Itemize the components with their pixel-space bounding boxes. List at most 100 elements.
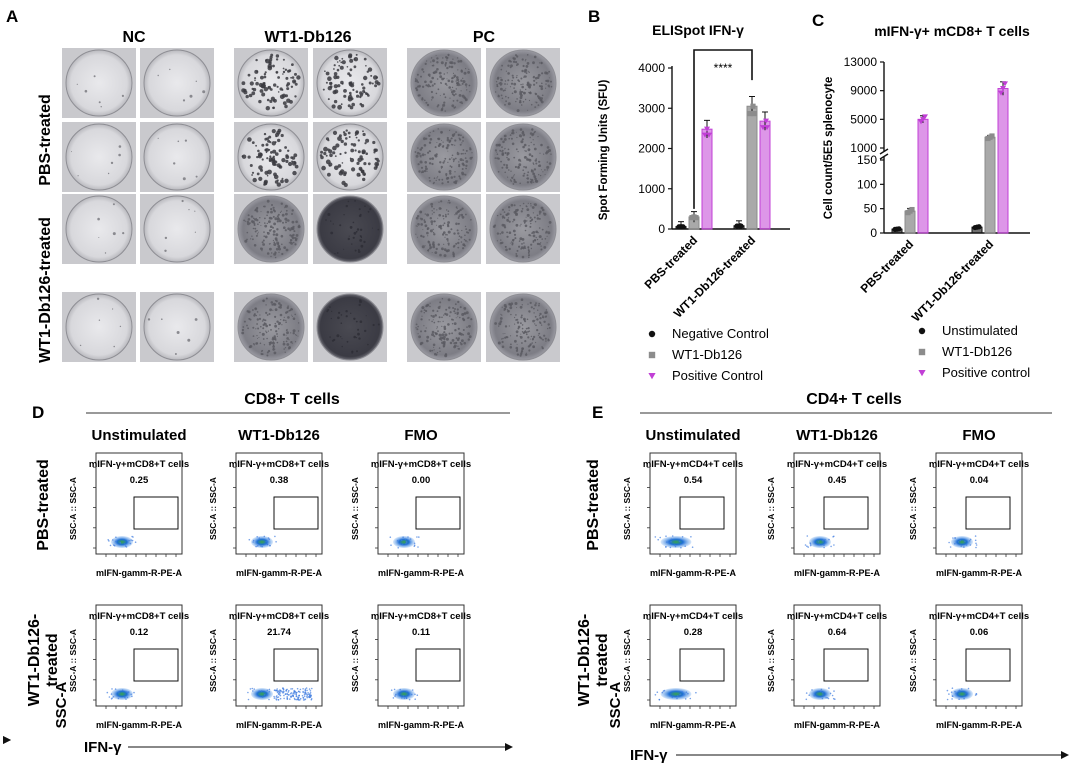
elispot-spot [202, 90, 206, 94]
elispot-spot [518, 134, 522, 138]
elispot-spot [456, 152, 460, 156]
elispot-spot [432, 64, 435, 67]
elispot-spot [110, 161, 114, 165]
elispot-spot [499, 149, 502, 152]
elispot-spot [541, 82, 543, 85]
gate-rectangle [965, 496, 1011, 530]
elispot-spot [420, 234, 423, 238]
elispot-spot [459, 214, 461, 216]
event-dot [132, 536, 134, 538]
elispot-spot [437, 137, 441, 141]
event-dot [277, 693, 280, 695]
elispot-spot [278, 149, 282, 153]
elispot-spot [243, 90, 248, 95]
elispot-spot [506, 231, 508, 234]
elispot-spot [241, 328, 244, 332]
elispot-spot [320, 155, 324, 160]
elispot-spot [333, 68, 335, 70]
elispot-spot [417, 223, 420, 226]
elispot-spot [429, 217, 432, 220]
elispot-spot [425, 327, 427, 329]
elispot-spot [249, 222, 251, 224]
elispot-spot [522, 64, 525, 68]
elispot-spot [451, 318, 453, 321]
elispot-spot [511, 176, 514, 179]
elispot-spot [510, 82, 514, 85]
event-dot [969, 544, 972, 546]
elispot-spot [278, 328, 280, 330]
event-dot [302, 688, 304, 690]
elispot-spot [540, 337, 543, 340]
event-dot [261, 545, 264, 548]
event-dot [276, 688, 279, 690]
event-dot [268, 690, 271, 693]
elispot-spot [248, 93, 253, 98]
elispot-spot [514, 165, 518, 169]
elispot-spot [426, 60, 428, 62]
event-dot [264, 543, 266, 545]
elispot-spot [266, 214, 268, 217]
event-dot [954, 537, 956, 539]
elispot-spot [515, 223, 519, 227]
elispot-spot [252, 220, 255, 224]
elispot-spot [453, 342, 456, 345]
y-tick-label: 1000 [850, 141, 877, 155]
elispot-spot [329, 336, 331, 338]
elispot-spot [527, 330, 529, 333]
elispot-spot [454, 144, 456, 146]
elispot-spot [281, 88, 284, 91]
elispot-spot [415, 233, 417, 235]
elispot-spot [521, 138, 524, 141]
elispot-spot [465, 149, 468, 152]
data-point [909, 206, 915, 213]
event-dot [252, 539, 255, 542]
elispot-spot [291, 156, 296, 160]
elispot-spot [359, 239, 363, 242]
elispot-spot [534, 304, 537, 307]
elispot-spot [442, 161, 445, 164]
elispot-spot [98, 237, 100, 238]
elispot-spot [465, 213, 467, 216]
elispot-spot [416, 215, 420, 218]
elispot-spot [367, 94, 370, 97]
elispot-spot [363, 173, 366, 176]
elispot-spot [508, 310, 510, 312]
elispot-spot [354, 200, 356, 202]
elispot-spot [513, 180, 517, 183]
event-dot [294, 698, 296, 701]
event-dot [303, 695, 306, 697]
event-dot [811, 689, 813, 691]
elispot-spot [264, 235, 268, 239]
elispot-spot [500, 77, 502, 79]
elispot-spot [279, 313, 283, 317]
elispot-spot [356, 161, 360, 165]
elispot-spot [511, 241, 513, 243]
elispot-spot [452, 58, 454, 60]
event-dot [299, 688, 302, 691]
elispot-spot [429, 349, 432, 352]
elispot-spot [514, 316, 516, 319]
elispot-spot [467, 231, 470, 234]
elispot-spot [514, 339, 517, 343]
data-point [998, 90, 1004, 96]
y-tick-label: 9000 [850, 84, 877, 98]
flow-column-header: WT1-Db126 [238, 427, 320, 444]
elispot-spot [448, 306, 451, 309]
elispot-spot [293, 161, 297, 165]
elispot-spot [497, 95, 500, 98]
event-dot [689, 697, 692, 700]
elispot-spot [253, 244, 257, 247]
elispot-spot [376, 81, 381, 86]
elispot-spot [464, 152, 467, 155]
elispot-spot [543, 334, 546, 337]
elispot-spot [355, 136, 358, 139]
gate-rectangle [273, 648, 319, 682]
elispot-spot [258, 99, 262, 104]
elispot-spot [521, 314, 523, 317]
elispot-spot [255, 314, 257, 317]
event-dot [310, 698, 313, 700]
elispot-spot [282, 70, 286, 74]
elispot-spot [329, 81, 333, 86]
